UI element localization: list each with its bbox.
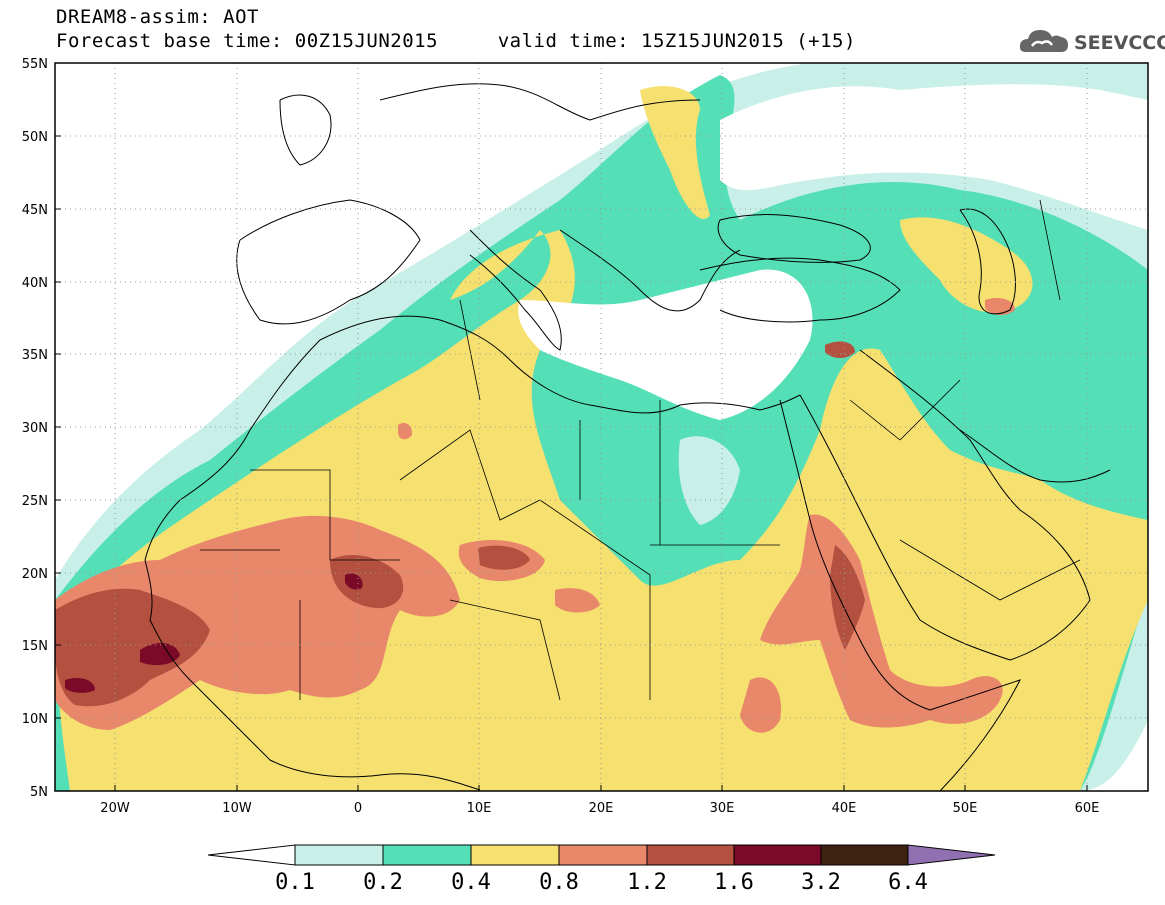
coastline-caspian (959, 208, 1016, 315)
aot-band-0-4-caspian (900, 217, 1033, 313)
colorbar-swatch (558, 844, 648, 866)
aot-band-0-8-east (760, 514, 1003, 728)
aot-band-0-8-libya (555, 588, 600, 613)
colorbar-label: 0.1 (275, 870, 315, 895)
colorbar-over-triangle (907, 844, 996, 866)
colorbar-label: 6.4 (888, 870, 928, 895)
forecast-times: Forecast base time: 00Z15JUN2015 valid t… (56, 30, 856, 52)
lon-label: 10E (467, 801, 492, 816)
colorbar-swatch (294, 844, 384, 866)
tick-marks (55, 62, 1088, 792)
lon-label: 0 (354, 801, 362, 816)
coastline-red-sea (779, 394, 1011, 711)
coastline-turkey (699, 257, 901, 323)
clear-area-med (518, 269, 813, 420)
colorbar-swatch (470, 844, 560, 866)
coastline-north-europe (379, 83, 701, 121)
lat-label: 55N (22, 57, 48, 72)
lon-label: 20W (100, 801, 130, 816)
coastline-gulf (959, 429, 1111, 483)
lat-label: 15N (22, 639, 48, 654)
lon-axis-labels: 20W 10W 0 10E 20E 30E 40E 50E 60E (100, 801, 1099, 816)
colorbar-label: 3.2 (801, 870, 841, 895)
lat-axis-labels: 55N 50N 45N 40N 35N 30N 25N 20N 15N 10N … (22, 57, 48, 800)
coastline-balkans (559, 229, 741, 312)
coastline-uk (279, 94, 332, 166)
aot-hotspot-iraq (825, 341, 855, 358)
aot-band-1-2-west (55, 588, 210, 707)
colorbar-label: 0.8 (539, 870, 579, 895)
lat-label: 20N (22, 567, 48, 582)
colorbar-swatch (646, 844, 735, 866)
coastline-arabia (859, 349, 1091, 661)
gridlines (55, 63, 1148, 791)
aot-band-0-4-balkans (640, 86, 710, 219)
coastline-black-sea (717, 214, 871, 263)
colorbar-label: 1.2 (627, 870, 667, 895)
aot-band-1-6-west-coast (65, 678, 95, 693)
aot-band-1-6-senegal (140, 643, 180, 666)
lat-label: 50N (22, 130, 48, 145)
lat-label: 40N (22, 276, 48, 291)
lat-label: 10N (22, 712, 48, 727)
colorbar-swatch (733, 844, 822, 866)
colorbar-swatch (820, 844, 909, 866)
colorbar-under-triangle (207, 844, 296, 866)
colorbar-label: 0.4 (451, 870, 491, 895)
aot-band-0-8-sudan (740, 677, 781, 733)
lon-label: 20E (589, 801, 614, 816)
clear-area-europe-ne (720, 84, 1148, 230)
colorbar-label: 0.2 (363, 870, 403, 895)
lon-label: 30E (710, 801, 735, 816)
clear-area-egypt (678, 436, 740, 525)
lon-label: 50E (953, 801, 978, 816)
colorbar (207, 844, 996, 866)
colorbar-label: 1.6 (714, 870, 754, 895)
clear-area-europe (55, 63, 560, 430)
seevccc-logo: SEEVCCC (1018, 24, 1165, 58)
aot-hotspot-algeria (398, 423, 413, 440)
lat-label: 5N (30, 785, 48, 800)
coastline-iberia (236, 199, 421, 325)
aot-band-1-2-eritrea (830, 545, 865, 650)
aot-band-1-6-mali (345, 573, 363, 590)
lat-label: 30N (22, 421, 48, 436)
lon-label: 40E (832, 801, 857, 816)
cloud-icon (1019, 30, 1068, 52)
map-title: DREAM8-assim: AOT (56, 6, 259, 28)
colorbar-swatch (382, 844, 472, 866)
lat-label: 35N (22, 348, 48, 363)
lon-label: 10W (222, 801, 252, 816)
aot-band-1-2-niger (478, 545, 530, 570)
border-lines (200, 199, 1081, 701)
coastline-west-africa (144, 429, 481, 791)
lat-label: 45N (22, 203, 48, 218)
lon-label: 60E (1075, 801, 1100, 816)
coastline-italy (469, 229, 562, 351)
aot-fields (55, 63, 1148, 791)
logo-text: SEEVCCC (1074, 32, 1165, 54)
aot-band-1-2-mali (330, 555, 404, 609)
coastline-north-africa (249, 315, 801, 431)
lat-label: 25N (22, 494, 48, 509)
